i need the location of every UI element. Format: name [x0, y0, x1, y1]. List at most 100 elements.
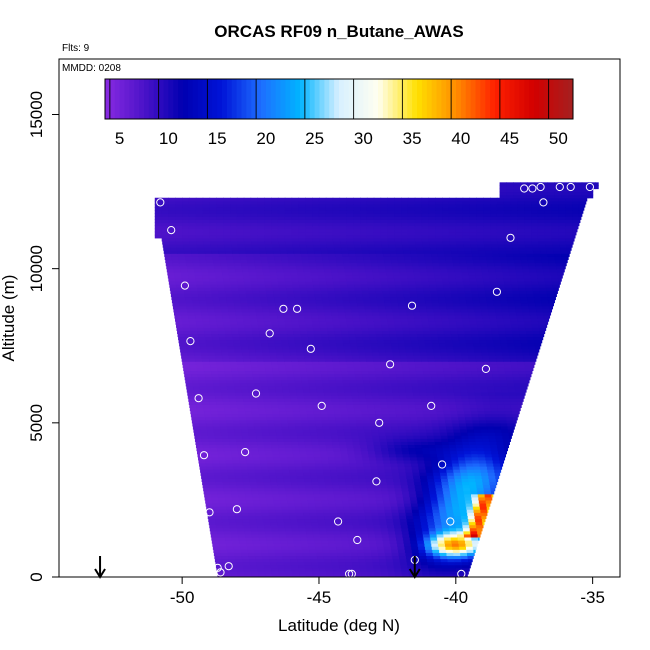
- heatmap-cell: [409, 290, 418, 294]
- heatmap-cell: [496, 441, 504, 446]
- heatmap-cell: [212, 379, 221, 384]
- heatmap-cell: [400, 478, 408, 483]
- heatmap-cell: [352, 355, 360, 359]
- heatmap-cell: [220, 509, 228, 513]
- heatmap-cell: [370, 385, 379, 390]
- heatmap-cell: [408, 527, 416, 532]
- heatmap-cell: [413, 355, 422, 359]
- heatmap-cell: [266, 293, 275, 298]
- heatmap-cell: [409, 330, 418, 335]
- heatmap-cell: [455, 484, 464, 489]
- heatmap-cell: [320, 450, 328, 455]
- heatmap-cell: [435, 321, 443, 325]
- heatmap-cell: [346, 364, 355, 368]
- heatmap-cell: [460, 472, 468, 476]
- heatmap-cell: [428, 404, 437, 409]
- heatmap-cell: [216, 361, 224, 365]
- heatmap-cell: [307, 496, 315, 501]
- heatmap-cell: [293, 290, 301, 294]
- heatmap-cell: [418, 299, 426, 304]
- heatmap-cell: [429, 450, 438, 455]
- heatmap-cell: [227, 552, 236, 557]
- heatmap-cell: [440, 475, 448, 479]
- heatmap-cell: [380, 318, 388, 322]
- heatmap-cell: [210, 530, 218, 535]
- heatmap-cell: [462, 358, 470, 362]
- heatmap-cell: [272, 493, 281, 498]
- heatmap-cell: [348, 373, 356, 378]
- heatmap-cell: [296, 268, 305, 273]
- heatmap-cell: [403, 416, 411, 421]
- heatmap-cell: [496, 398, 504, 402]
- heatmap-cell: [312, 570, 321, 575]
- heatmap-cell: [370, 339, 378, 344]
- heatmap-cell: [441, 398, 449, 402]
- heatmap-cell: [379, 274, 388, 279]
- heatmap-cell: [313, 573, 321, 577]
- heatmap-cell: [342, 256, 351, 261]
- heatmap-cell: [388, 410, 397, 415]
- heatmap-cell: [192, 259, 201, 264]
- heatmap-cell: [367, 407, 376, 412]
- heatmap-cell: [342, 299, 351, 304]
- heatmap-cell: [494, 469, 502, 473]
- heatmap-cell: [356, 259, 365, 264]
- heatmap-cell: [498, 373, 507, 378]
- heatmap-cell: [381, 530, 389, 535]
- heatmap-cell: [341, 373, 349, 378]
- heatmap-cell: [209, 527, 218, 532]
- heatmap-cell: [307, 413, 315, 418]
- heatmap-cell: [307, 290, 315, 294]
- heatmap-cell: [491, 367, 499, 372]
- heatmap-cell: [481, 472, 489, 476]
- heatmap-cell: [317, 395, 326, 399]
- heatmap-cell: [291, 404, 300, 409]
- heatmap-cell: [358, 478, 367, 483]
- heatmap-cell: [227, 512, 236, 516]
- heatmap-cell: [271, 361, 279, 365]
- heatmap-cell: [214, 475, 223, 479]
- heatmap-cell: [379, 395, 387, 399]
- heatmap-cell: [506, 376, 514, 381]
- heatmap-cell: [255, 512, 263, 516]
- heatmap-cell: [284, 401, 293, 405]
- heatmap-cell: [446, 388, 455, 393]
- heatmap-cell: [353, 570, 362, 575]
- heatmap-cell: [254, 385, 263, 390]
- heatmap-cell: [443, 287, 451, 291]
- heatmap-cell: [518, 284, 526, 288]
- heatmap-cell: [445, 296, 453, 301]
- heatmap-cell: [225, 290, 233, 294]
- heatmap-cell: [431, 299, 440, 304]
- heatmap-cell: [354, 453, 363, 458]
- heatmap-cell: [371, 552, 379, 557]
- heatmap-cell: [502, 435, 510, 439]
- heatmap-cell: [455, 441, 463, 446]
- heatmap-cell: [370, 342, 379, 347]
- heatmap-cell: [421, 358, 429, 362]
- heatmap-cell: [261, 342, 269, 347]
- heatmap-cell: [228, 395, 237, 399]
- heatmap-cell: [239, 456, 247, 461]
- heatmap-cell: [463, 487, 471, 492]
- heatmap-cell: [416, 413, 425, 418]
- heatmap-cell: [327, 290, 336, 294]
- heatmap-cell: [465, 499, 473, 504]
- heatmap-cell: [433, 268, 442, 273]
- heatmap-cell: [241, 429, 249, 433]
- heatmap-cell: [318, 564, 326, 569]
- heatmap-cell: [533, 293, 541, 298]
- heatmap-cell: [474, 308, 482, 313]
- heatmap-cell: [404, 506, 413, 510]
- heatmap-cell: [284, 524, 292, 529]
- heatmap-cell: [345, 358, 354, 362]
- heatmap-cell: [468, 521, 477, 526]
- heatmap-cell: [403, 333, 411, 338]
- heatmap-cell: [530, 358, 537, 362]
- heatmap-cell: [381, 324, 389, 328]
- heatmap-cell: [290, 355, 299, 359]
- heatmap-cell: [472, 379, 481, 384]
- heatmap-cell: [407, 521, 415, 526]
- heatmap-cell: [244, 530, 252, 535]
- heatmap-cell: [398, 425, 406, 430]
